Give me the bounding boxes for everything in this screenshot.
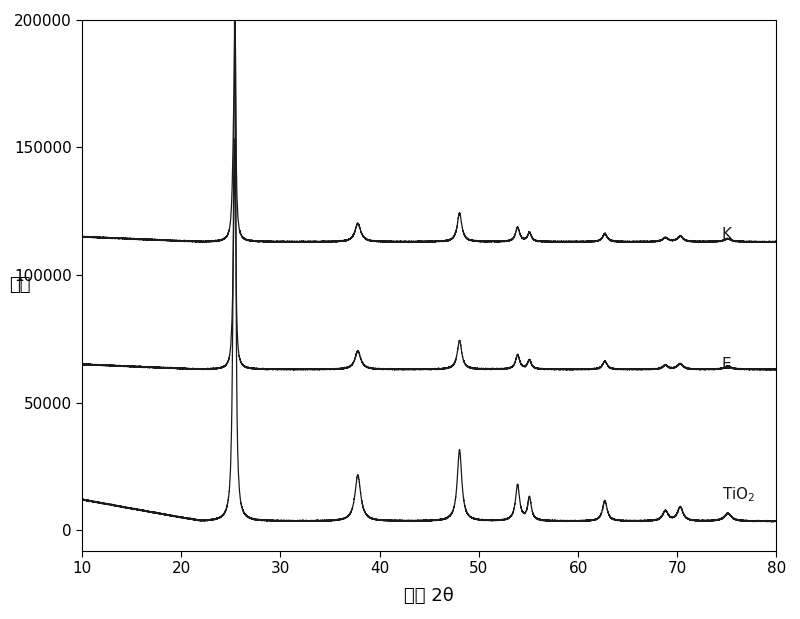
Text: 强度: 强度: [9, 276, 30, 294]
Text: E: E: [722, 357, 731, 372]
X-axis label: 角度 2θ: 角度 2θ: [404, 587, 454, 605]
Text: TiO$_2$: TiO$_2$: [722, 485, 755, 504]
Text: K: K: [722, 227, 732, 241]
